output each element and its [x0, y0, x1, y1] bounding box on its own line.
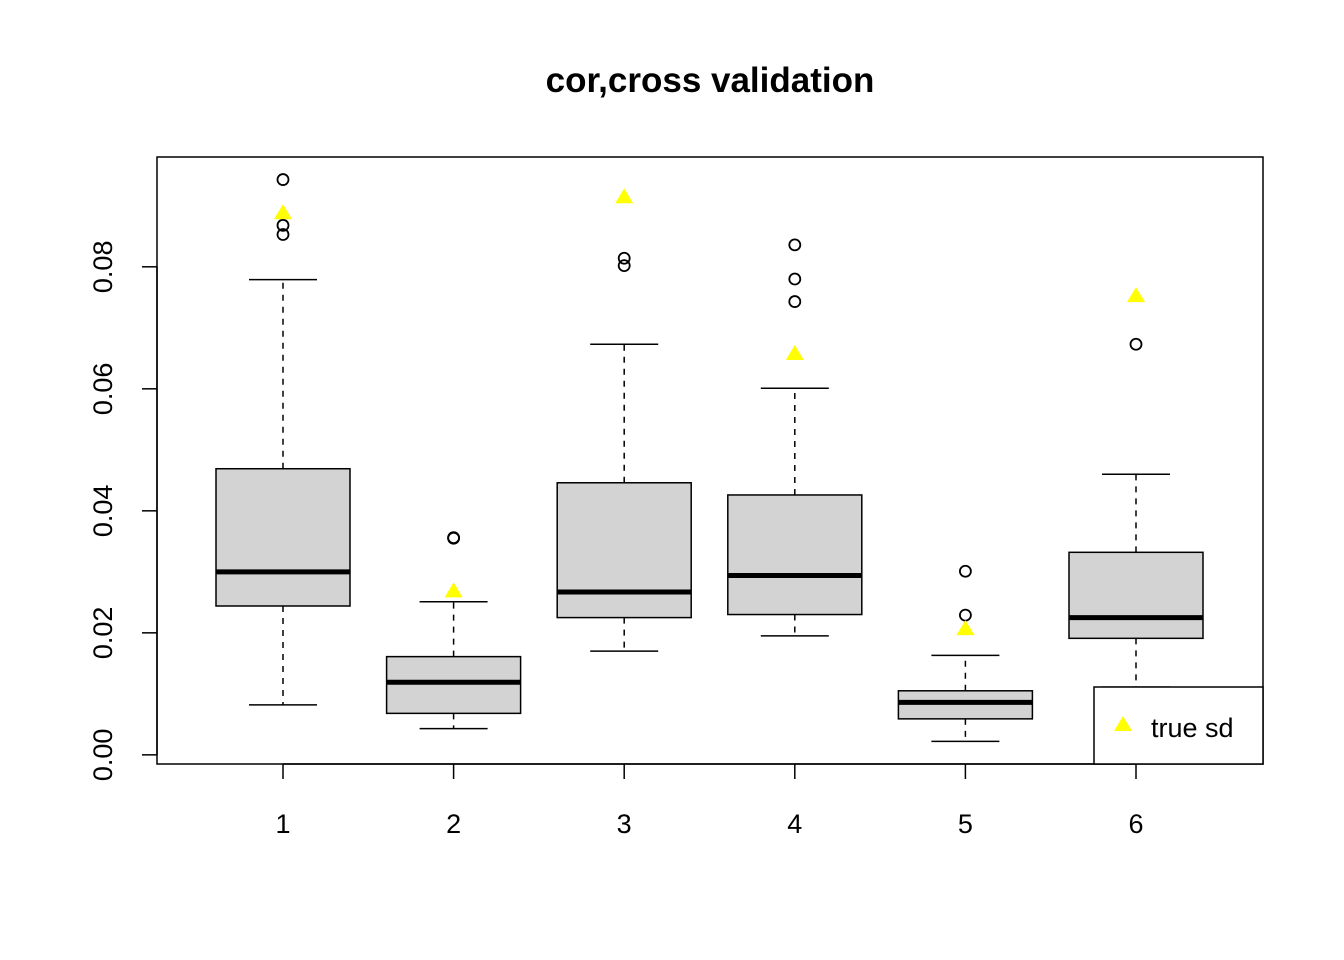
- true-sd-marker: [1127, 287, 1145, 303]
- outlier-point: [1129, 337, 1143, 351]
- x-tick-label: 3: [617, 809, 632, 839]
- box-iqr: [1068, 551, 1204, 640]
- y-tick-label: 0.06: [88, 363, 118, 416]
- x-tick-label: 1: [275, 809, 290, 839]
- box-iqr: [727, 494, 863, 616]
- x-tick-label: 2: [446, 809, 461, 839]
- y-tick-label: 0.02: [88, 607, 118, 660]
- outlier-point: [959, 608, 972, 622]
- outlier-point: [276, 218, 290, 232]
- true-sd-marker: [444, 582, 463, 598]
- outlier-point: [276, 173, 290, 186]
- true-sd-marker: [615, 188, 634, 204]
- true-sd-marker: [956, 620, 975, 636]
- plot-frame: [156, 156, 1264, 765]
- outlier-point: [276, 228, 290, 241]
- y-tick-label: 0.00: [88, 729, 118, 782]
- y-tick-label: 0.08: [88, 241, 118, 294]
- plot-layer: 0.00 0.02 0.04 0.06 0.08 1 2 3 4 5 6: [88, 173, 1204, 839]
- true-sd-marker: [785, 345, 804, 361]
- outlier-point: [617, 251, 631, 265]
- outlier-point: [788, 272, 802, 286]
- y-tick-label: 0.04: [88, 485, 118, 538]
- outlier-point: [447, 531, 461, 545]
- x-tick-label: 4: [787, 809, 802, 839]
- outlier-point: [959, 564, 972, 578]
- outlier-point: [617, 259, 631, 272]
- legend-triangle-marker: [1114, 716, 1132, 731]
- box-iqr: [385, 655, 522, 715]
- box-iqr: [556, 482, 692, 619]
- outlier-point: [788, 295, 802, 308]
- x-tick-label: 6: [1128, 809, 1143, 839]
- chart-title: cor,cross validation: [546, 61, 875, 100]
- legend: true sd: [1093, 686, 1264, 765]
- box-iqr: [215, 467, 351, 607]
- x-tick-label: 5: [958, 809, 973, 839]
- legend-label: true sd: [1151, 713, 1234, 743]
- true-sd-marker: [274, 204, 292, 220]
- outlier-point: [788, 238, 802, 252]
